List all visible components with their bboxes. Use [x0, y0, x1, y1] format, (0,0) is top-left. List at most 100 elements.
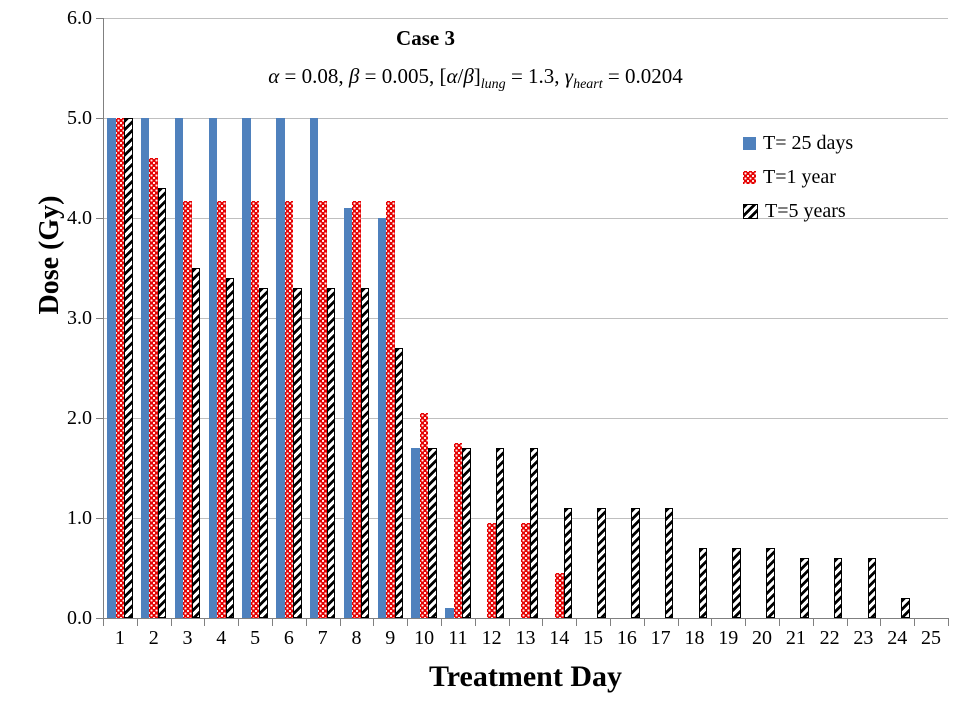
y-tick-label: 4.0	[67, 207, 92, 229]
bar-t-5-years-day-13	[529, 448, 539, 618]
x-tick	[103, 619, 104, 626]
formula-segment: /	[457, 64, 464, 88]
category-day-22	[813, 18, 847, 618]
chart-subtitle-formula: α = 0.08, β = 0.005, [α/β]lung = 1.3, γh…	[103, 59, 848, 102]
bar-t-5-years-day-9	[394, 348, 404, 618]
x-tick-label-day-1: 1	[114, 627, 125, 649]
bar-t-25-days-day-5	[242, 118, 251, 618]
x-tick	[542, 619, 544, 626]
legend-swatch-t-5-years	[743, 203, 758, 219]
legend-label: T=1 year	[763, 166, 836, 188]
bar-t-25-days-day-8	[343, 208, 353, 618]
x-tick-label-day-17: 17	[650, 627, 671, 649]
category-day-6	[272, 18, 306, 618]
plot-area	[103, 18, 948, 618]
legend-swatch-t-25-days	[743, 136, 756, 150]
x-tick	[339, 619, 341, 626]
x-axis-tick-labels: 1 2 3 4 5 6 7 8 9 10 11 12 13 14 15 16 17 18 19 20 21 22 23 24 2…	[103, 627, 948, 650]
bar-t-5-years-day-24	[901, 598, 910, 618]
x-tick-label-day-24: 24	[887, 627, 908, 649]
bar-t-5-years-day-6	[293, 288, 302, 618]
x-tick	[238, 619, 240, 626]
bar-t-1-year-day-8	[352, 201, 361, 618]
x-tick	[474, 619, 476, 626]
y-tick-label: 1.0	[67, 507, 92, 529]
x-axis-line	[103, 618, 949, 619]
x-tick	[576, 619, 578, 626]
bar-t-5-years-day-2	[157, 188, 167, 618]
bar-t-25-days-day-3	[174, 118, 184, 618]
category-day-7	[306, 18, 340, 618]
bar-t-5-years-day-23	[867, 558, 877, 618]
bar-t-5-years-day-16	[631, 508, 640, 618]
category-day-5	[238, 18, 272, 618]
y-tick	[96, 18, 103, 19]
y-tick	[96, 418, 103, 419]
y-tick-label: 3.0	[67, 307, 92, 329]
x-tick-label-day-22: 22	[819, 627, 840, 649]
x-tick	[812, 619, 814, 626]
x-tick-label-day-19: 19	[718, 627, 739, 649]
bar-t-5-years-day-22	[833, 558, 843, 618]
x-tick	[880, 619, 882, 626]
category-day-21	[779, 18, 813, 618]
x-tick-label-day-18: 18	[684, 627, 705, 649]
bar-t-25-days-day-6	[276, 118, 285, 618]
category-day-17	[644, 18, 678, 618]
bar-t-25-days-day-1	[107, 118, 116, 618]
y-tick-label: 2.0	[67, 407, 92, 429]
bar-t-5-years-day-12	[495, 448, 505, 618]
x-tick-label-day-13: 13	[515, 627, 536, 649]
y-tick	[96, 318, 103, 319]
x-tick-label-day-10: 10	[414, 627, 435, 649]
formula-segment: β	[463, 64, 474, 88]
bar-t-5-years-day-3	[191, 268, 201, 618]
x-tick-label-day-9: 9	[385, 627, 396, 649]
bar-t-25-days-day-9	[377, 218, 387, 618]
x-tick	[508, 619, 510, 626]
formula-segment: ]	[473, 64, 481, 88]
bar-t-25-days-day-11	[445, 608, 454, 618]
category-day-13	[509, 18, 543, 618]
x-tick	[914, 619, 916, 626]
bar-t-1-year-day-9	[386, 201, 395, 618]
gridline-6.0	[104, 18, 948, 19]
formula-segment: γ	[564, 64, 574, 88]
category-day-2	[137, 18, 171, 618]
bar-t-5-years-day-5	[259, 288, 268, 618]
gridline-2.0	[104, 418, 948, 419]
x-tick-label-day-25: 25	[921, 627, 942, 649]
x-tick-label-day-6: 6	[283, 627, 294, 649]
category-day-4	[204, 18, 238, 618]
legend: T= 25 days T=1 year T=5 years	[743, 131, 853, 223]
x-tick-label-day-14: 14	[549, 627, 570, 649]
gridline-5.0	[104, 118, 948, 119]
y-axis-line	[103, 18, 104, 619]
category-day-16	[610, 18, 644, 618]
x-tick-label-day-7: 7	[317, 627, 328, 649]
x-tick-label-day-20: 20	[752, 627, 773, 649]
x-tick	[745, 619, 747, 626]
category-day-14	[542, 18, 576, 618]
x-tick	[677, 619, 679, 626]
formula-segment: = 0.08,	[279, 64, 349, 88]
x-tick-label-day-2: 2	[148, 627, 159, 649]
x-tick	[846, 619, 848, 626]
category-day-25	[914, 18, 948, 618]
bar-t-1-year-day-7	[318, 201, 327, 618]
y-tick-label: 5.0	[67, 107, 92, 129]
y-tick-label: 6.0	[67, 7, 92, 29]
formula-segment: = 1.3,	[505, 64, 565, 88]
x-tick	[441, 619, 442, 626]
legend-item-t-5-years: T=5 years	[743, 199, 853, 223]
category-day-24	[880, 18, 914, 618]
bar-t-5-years-day-15	[597, 508, 606, 618]
x-tick	[170, 619, 172, 626]
x-tick	[373, 619, 375, 626]
bar-t-5-years-day-19	[732, 548, 741, 618]
bar-t-5-years-day-20	[766, 548, 775, 618]
gridline-4.0	[104, 218, 948, 219]
x-tick	[272, 619, 273, 626]
bar-t-1-year-day-5	[250, 201, 260, 618]
category-day-20	[745, 18, 779, 618]
